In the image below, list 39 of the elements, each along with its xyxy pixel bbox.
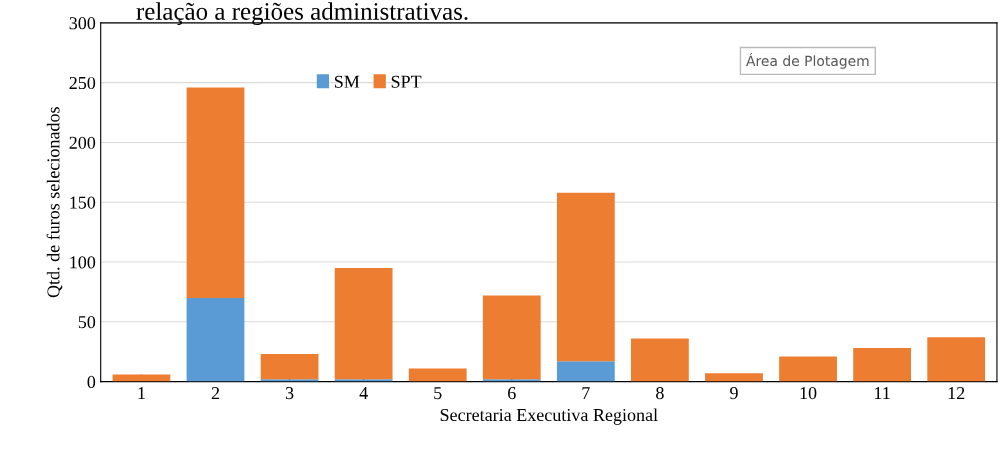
bar bbox=[853, 348, 912, 382]
bar bbox=[186, 297, 245, 382]
bar bbox=[705, 373, 763, 382]
x-tick-label: 6 bbox=[508, 387, 516, 400]
y-tick-label: 100 bbox=[70, 256, 96, 269]
bar bbox=[631, 338, 689, 382]
x-tick-label: 2 bbox=[211, 387, 220, 399]
x-tick-label: 8 bbox=[656, 386, 664, 400]
bar bbox=[408, 368, 467, 382]
bar bbox=[927, 337, 986, 382]
bar bbox=[556, 361, 615, 382]
y-tick-label: 0 bbox=[87, 375, 96, 389]
x-tick-label: 12 bbox=[948, 387, 965, 399]
bar bbox=[779, 356, 837, 382]
bar bbox=[186, 87, 245, 298]
x-axis-title: Secretaria Executiva Regional bbox=[440, 408, 658, 425]
legend-label: SM bbox=[334, 75, 360, 88]
x-tick-label: 1 bbox=[138, 387, 145, 399]
annotation: Área de Plotagem bbox=[746, 53, 869, 69]
y-axis-title: Qtd. de furos selecionados bbox=[46, 107, 63, 298]
x-tick-label: 5 bbox=[434, 387, 442, 400]
y-tick-label: 200 bbox=[69, 136, 96, 149]
x-tick-label: 9 bbox=[730, 387, 738, 400]
y-tick-label: 50 bbox=[78, 316, 96, 329]
bar bbox=[112, 374, 171, 382]
x-tick-label: 3 bbox=[285, 387, 294, 400]
bar bbox=[334, 267, 393, 380]
x-tick-label: 4 bbox=[359, 387, 368, 399]
legend-label: SPT bbox=[391, 75, 422, 88]
chart-title: relação a regiões administrativas. bbox=[136, 2, 468, 26]
x-tick-label: 10 bbox=[800, 386, 817, 400]
x-tick-label: 11 bbox=[875, 387, 890, 399]
y-tick-label: 150 bbox=[70, 196, 96, 209]
bar bbox=[260, 354, 319, 380]
y-tick-label: 250 bbox=[69, 76, 96, 90]
bar bbox=[482, 295, 541, 380]
bar bbox=[556, 192, 615, 362]
x-tick-label: 7 bbox=[582, 387, 590, 399]
y-tick-label: 300 bbox=[69, 17, 96, 30]
